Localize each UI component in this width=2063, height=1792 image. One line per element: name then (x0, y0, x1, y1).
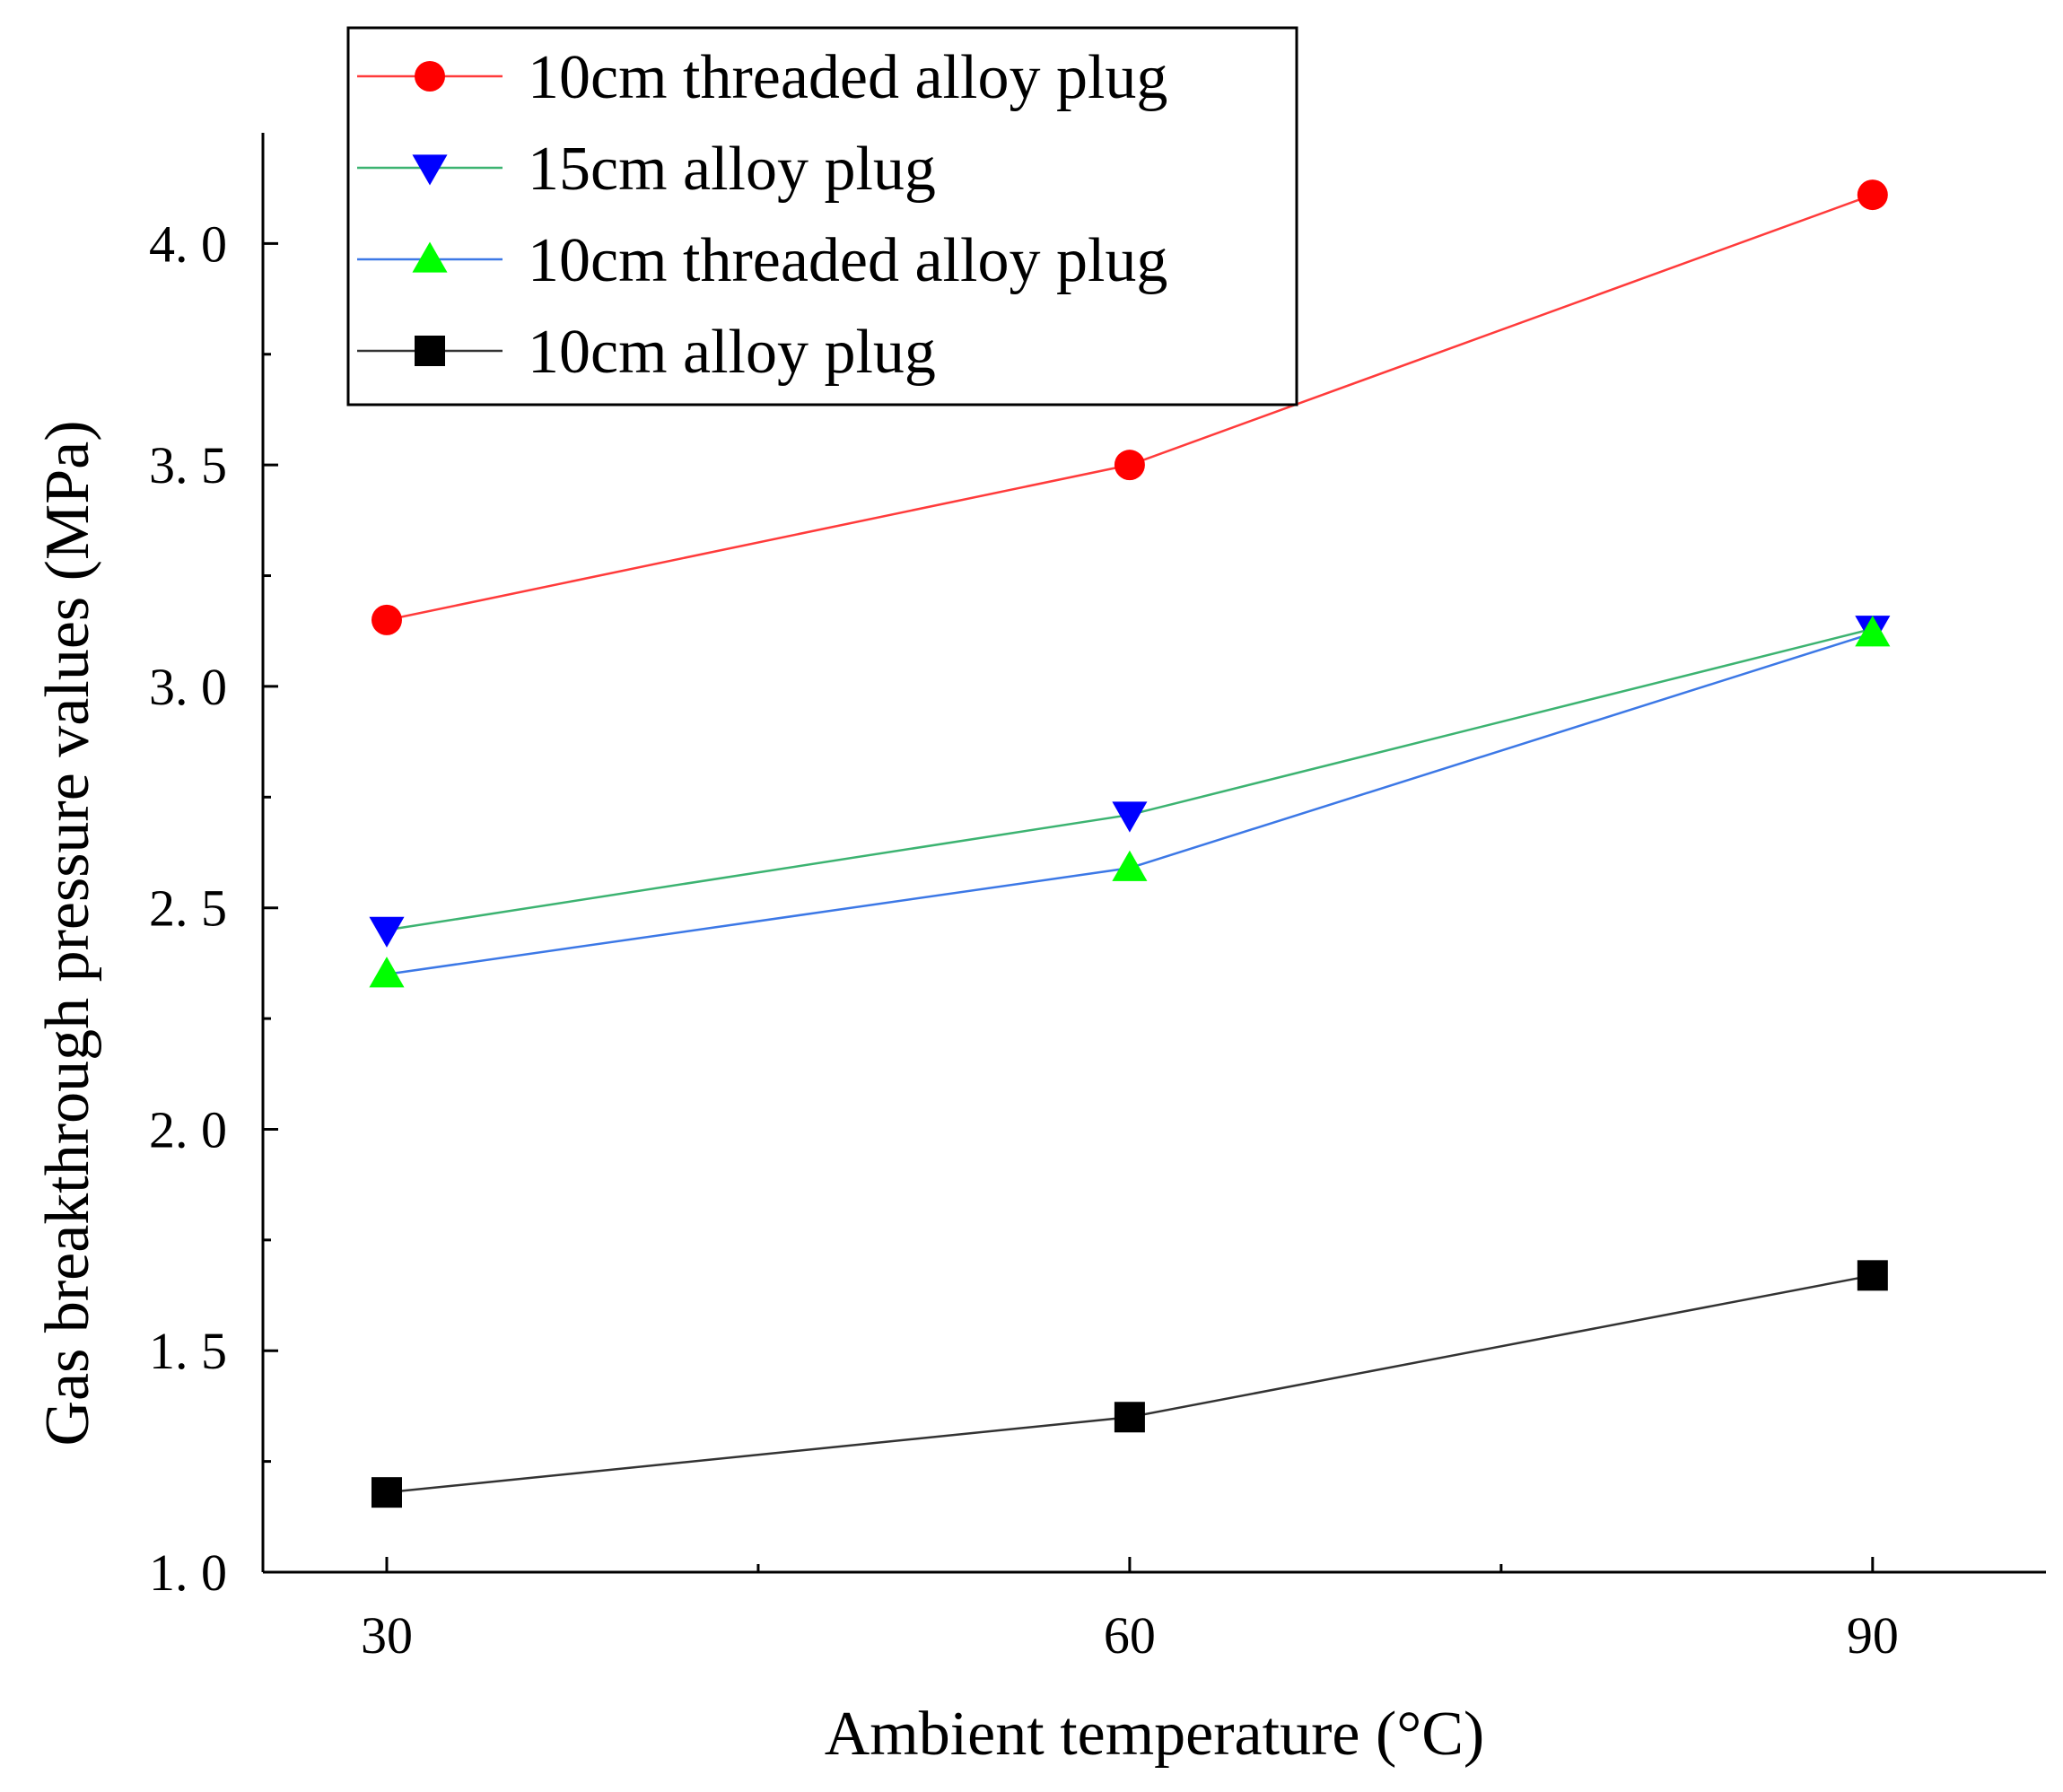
y-tick-label: 4. 0 (149, 214, 227, 273)
data-point (371, 1477, 402, 1508)
data-point (371, 604, 402, 635)
data-point (1855, 616, 1891, 647)
series-2 (369, 616, 1891, 948)
legend-marker (412, 154, 448, 186)
legend-marker (415, 61, 445, 92)
series-layer (369, 179, 1891, 1508)
legend-item: 10cm threaded alloy plug (357, 226, 1167, 295)
legend-item: 10cm threaded alloy plug (357, 43, 1167, 112)
series-3 (369, 616, 1891, 988)
legend-box (346, 26, 1298, 406)
legend-label: 15cm alloy plug (528, 135, 936, 204)
x-tick-label: 90 (1847, 1606, 1899, 1665)
data-point (369, 957, 405, 988)
legend-item: 10cm alloy plug (357, 318, 936, 387)
x-tick-label: 30 (361, 1606, 413, 1665)
axes (261, 133, 2046, 1574)
legend-label: 10cm alloy plug (528, 318, 936, 387)
y-axis-title: Gas breakthrough pressure values (MPa) (33, 420, 102, 1446)
legend-label: 10cm threaded alloy plug (528, 43, 1167, 112)
x-tick-label: 60 (1104, 1606, 1156, 1665)
data-point (1857, 179, 1888, 211)
y-tick-label: 3. 5 (149, 436, 227, 494)
series-4 (371, 1260, 1888, 1508)
legend: 10cm threaded alloy plug 15cm alloy plug 1… (346, 26, 1298, 406)
y-tick-label: 3. 0 (149, 658, 227, 716)
legend-item: 15cm alloy plug (357, 135, 936, 204)
x-axis-title: Ambient temperature (°C) (825, 1700, 1485, 1769)
legend-marker (415, 336, 445, 366)
data-point (369, 916, 405, 948)
data-point (1114, 1402, 1145, 1433)
series-1 (371, 179, 1888, 635)
data-point (1112, 850, 1148, 881)
y-tick-label: 1. 5 (149, 1322, 227, 1380)
legend-label: 10cm threaded alloy plug (528, 226, 1167, 295)
data-point (1112, 801, 1148, 833)
data-point (1857, 1260, 1888, 1291)
x-ticks: 30 60 90 (361, 1557, 1899, 1665)
y-tick-label: 1. 0 (149, 1543, 227, 1602)
y-ticks: 1. 0 1. 5 2. 0 2. 5 3. 0 3. 5 4. 0 (149, 214, 278, 1602)
y-tick-label: 2. 0 (149, 1100, 227, 1158)
data-point (1114, 450, 1145, 481)
legend-marker (412, 241, 448, 273)
y-tick-label: 2. 5 (149, 879, 227, 938)
